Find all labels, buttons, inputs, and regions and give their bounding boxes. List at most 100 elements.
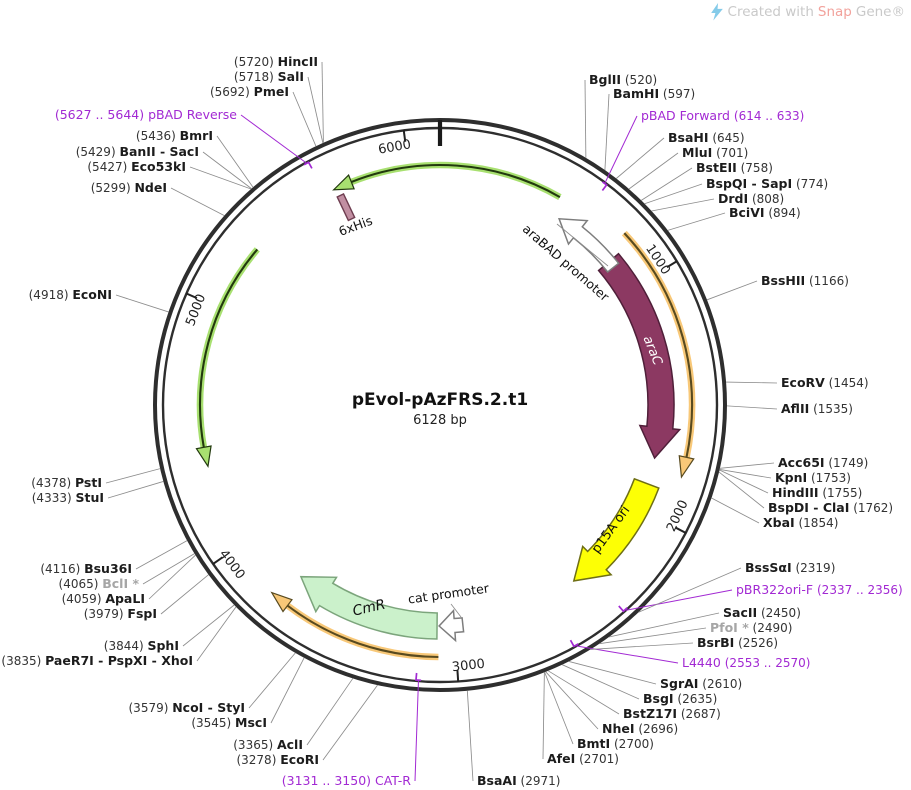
enzyme-label-PaeR7I-PspXI-XhoI[interactable]: (3835) PaeR7I - PspXI - XhoI bbox=[1, 653, 193, 668]
tick-label-4000: 4000 bbox=[216, 547, 248, 582]
enzyme-callout-BamHI bbox=[604, 93, 610, 171]
primer-label-pBR322ori-F[interactable]: pBR322ori-F (2337 .. 2356) bbox=[736, 582, 903, 597]
feature-his-tag[interactable] bbox=[336, 193, 356, 222]
enzyme-label-NdeI[interactable]: (5299) NdeI bbox=[91, 180, 167, 195]
feature-p15A-ori[interactable] bbox=[572, 477, 660, 582]
primer-label-pBAD-Forward[interactable]: pBAD Forward (614 .. 633) bbox=[641, 108, 804, 123]
enzyme-callout-MluI bbox=[628, 152, 679, 190]
feature-araBAD-promoter[interactable] bbox=[557, 217, 620, 274]
primer-label-pBAD-Reverse[interactable]: (5627 .. 5644) pBAD Reverse bbox=[55, 107, 237, 122]
watermark-text: Created with bbox=[727, 4, 814, 20]
enzyme-label-DrdI[interactable]: DrdI (808) bbox=[718, 191, 784, 206]
enzyme-callout-BssS-I bbox=[638, 567, 742, 613]
enzyme-label-SacII[interactable]: SacII (2450) bbox=[723, 605, 801, 620]
primer-mark-pBAD-Reverse[interactable] bbox=[303, 161, 313, 169]
enzyme-callout-AclI bbox=[306, 678, 354, 746]
enzyme-label-BsaAI[interactable]: BsaAI (2971) bbox=[477, 773, 560, 788]
feature-cat-promoter[interactable] bbox=[438, 608, 465, 643]
enzyme-callout-ApaLI bbox=[148, 554, 196, 600]
enzyme-label-ApaLI[interactable]: (4059) ApaLI bbox=[62, 591, 145, 606]
tick-3000 bbox=[456, 669, 460, 682]
enzyme-label-AflII[interactable]: AflII (1535) bbox=[781, 401, 853, 416]
enzyme-label-BstZ17I[interactable]: BstZ17I (2687) bbox=[623, 706, 721, 721]
primer-mark-pBR322ori-F[interactable] bbox=[618, 605, 628, 613]
enzyme-label-BspDI-ClaI[interactable]: BspDI - ClaI (1762) bbox=[768, 500, 893, 515]
enzyme-label-SgrAI[interactable]: SgrAI (2610) bbox=[660, 676, 742, 691]
orf-green-top-arrowhead bbox=[332, 174, 355, 191]
enzyme-callout-BsrBI bbox=[590, 642, 694, 650]
primer-callout-CAT-R bbox=[414, 681, 419, 782]
enzyme-label-BsrBI[interactable]: BsrBI (2526) bbox=[697, 635, 778, 650]
enzyme-label-Bsu36I[interactable]: (4116) Bsu36I bbox=[40, 561, 132, 576]
enzyme-label-EcoRI[interactable]: (3278) EcoRI bbox=[236, 752, 319, 767]
tick-5000 bbox=[185, 292, 198, 300]
enzyme-label-PfoI[interactable]: PfoI * (2490) bbox=[710, 620, 792, 635]
feature-CmR[interactable] bbox=[299, 575, 438, 640]
enzyme-label-BsgI[interactable]: BsgI (2635) bbox=[643, 691, 717, 706]
enzyme-callout-SphI bbox=[182, 604, 235, 647]
tick-label-3000: 3000 bbox=[451, 657, 486, 675]
enzyme-label-PmeI[interactable]: (5692) PmeI bbox=[210, 84, 289, 99]
enzyme-label-BmtI[interactable]: BmtI (2700) bbox=[577, 736, 654, 751]
enzyme-label-BglII[interactable]: BglII (520) bbox=[589, 72, 657, 87]
enzyme-label-AfeI[interactable]: AfeI (2701) bbox=[547, 751, 619, 766]
primer-mark-pBAD-Forward[interactable] bbox=[601, 181, 608, 192]
enzyme-label-PstI[interactable]: (4378) PstI bbox=[31, 475, 102, 490]
primer-mark-CAT-R[interactable] bbox=[415, 672, 422, 682]
enzyme-callout-BstEII bbox=[641, 167, 693, 201]
primer-label-L4440[interactable]: L4440 (2553 .. 2570) bbox=[682, 655, 810, 670]
feature-araC[interactable] bbox=[597, 252, 682, 460]
enzyme-label-EcoRV[interactable]: EcoRV (1454) bbox=[781, 375, 869, 390]
enzyme-label-HindIII[interactable]: HindIII (1755) bbox=[772, 485, 862, 500]
enzyme-label-SphI[interactable]: (3844) SphI bbox=[104, 638, 179, 653]
enzyme-callout-HindIII bbox=[719, 469, 769, 494]
enzyme-label-KpnI[interactable]: KpnI (1753) bbox=[775, 470, 851, 485]
enzyme-callout-PstI bbox=[105, 468, 161, 484]
enzyme-label-Eco53kI[interactable]: (5427) Eco53kI bbox=[87, 159, 186, 174]
feature-label-CmR: CmR bbox=[351, 597, 387, 620]
enzyme-label-MluI[interactable]: MluI (701) bbox=[682, 145, 748, 160]
plasmid-backbone-outer-ring bbox=[153, 118, 727, 692]
enzyme-label-BanII-SacI[interactable]: (5429) BanII - SacI bbox=[76, 144, 199, 159]
enzyme-label-XbaI[interactable]: XbaI (1854) bbox=[763, 515, 838, 530]
enzyme-label-FspI[interactable]: (3979) FspI bbox=[84, 606, 157, 621]
tick-label-6000: 6000 bbox=[377, 137, 412, 158]
snapgene-logo-icon bbox=[710, 3, 723, 21]
enzyme-label-BclI[interactable]: (4065) BclI * bbox=[59, 576, 140, 591]
enzyme-callout-StuI bbox=[107, 481, 164, 499]
orf-orange-CmR-arrowhead bbox=[270, 591, 293, 613]
enzyme-label-BssHII[interactable]: BssHII (1166) bbox=[761, 273, 849, 288]
primer-mark-L4440[interactable] bbox=[569, 639, 579, 648]
enzyme-callout-EcoNI bbox=[115, 294, 169, 313]
enzyme-label-NcoI-StyI[interactable]: (3579) NcoI - StyI bbox=[129, 700, 246, 715]
enzyme-label-BsaHI[interactable]: BsaHI (645) bbox=[668, 130, 745, 145]
enzyme-label-Acc65I[interactable]: Acc65I (1749) bbox=[778, 455, 868, 470]
enzyme-callout-BmtI bbox=[544, 672, 574, 745]
enzyme-callout-BsgI bbox=[562, 664, 640, 700]
enzyme-label-BmrI[interactable]: (5436) BmrI bbox=[136, 128, 213, 143]
enzyme-label-BstEII[interactable]: BstEII (758) bbox=[696, 160, 773, 175]
enzyme-label-EcoNI[interactable]: (4918) EcoNI bbox=[29, 287, 112, 302]
enzyme-label-NheI[interactable]: NheI (2696) bbox=[602, 721, 678, 736]
enzyme-callout-Acc65I bbox=[719, 462, 775, 469]
enzyme-label-BssS-I[interactable]: BssSαI (2319) bbox=[745, 560, 835, 575]
tick-1000 bbox=[666, 260, 678, 269]
enzyme-label-AclI[interactable]: (3365) AclI bbox=[233, 737, 303, 752]
orf-green-left-band[interactable] bbox=[196, 247, 260, 449]
enzyme-label-BamHI[interactable]: BamHI (597) bbox=[613, 86, 695, 101]
tick-2000 bbox=[675, 526, 687, 534]
enzyme-label-BciVI[interactable]: BciVI (894) bbox=[729, 205, 801, 220]
orf-orange-CmR-core bbox=[286, 604, 439, 659]
enzyme-label-BspQI-SapI[interactable]: BspQI - SapI (774) bbox=[706, 176, 828, 191]
enzyme-callout-SacII bbox=[608, 612, 720, 638]
enzyme-label-HincII[interactable]: (5720) HincII bbox=[234, 54, 318, 69]
label-connector-1 bbox=[450, 603, 462, 618]
enzyme-callout-BanII-SacI bbox=[202, 151, 252, 189]
orf-green-top-core bbox=[350, 163, 561, 199]
primer-label-CAT-R[interactable]: (3131 .. 3150) CAT-R bbox=[282, 773, 412, 788]
enzyme-label-MscI[interactable]: (3545) MscI bbox=[191, 715, 267, 730]
enzyme-callout-BstZ17I bbox=[547, 670, 620, 715]
enzyme-label-StuI[interactable]: (4333) StuI bbox=[32, 490, 104, 505]
enzyme-label-SalI[interactable]: (5718) SalI bbox=[234, 69, 304, 84]
